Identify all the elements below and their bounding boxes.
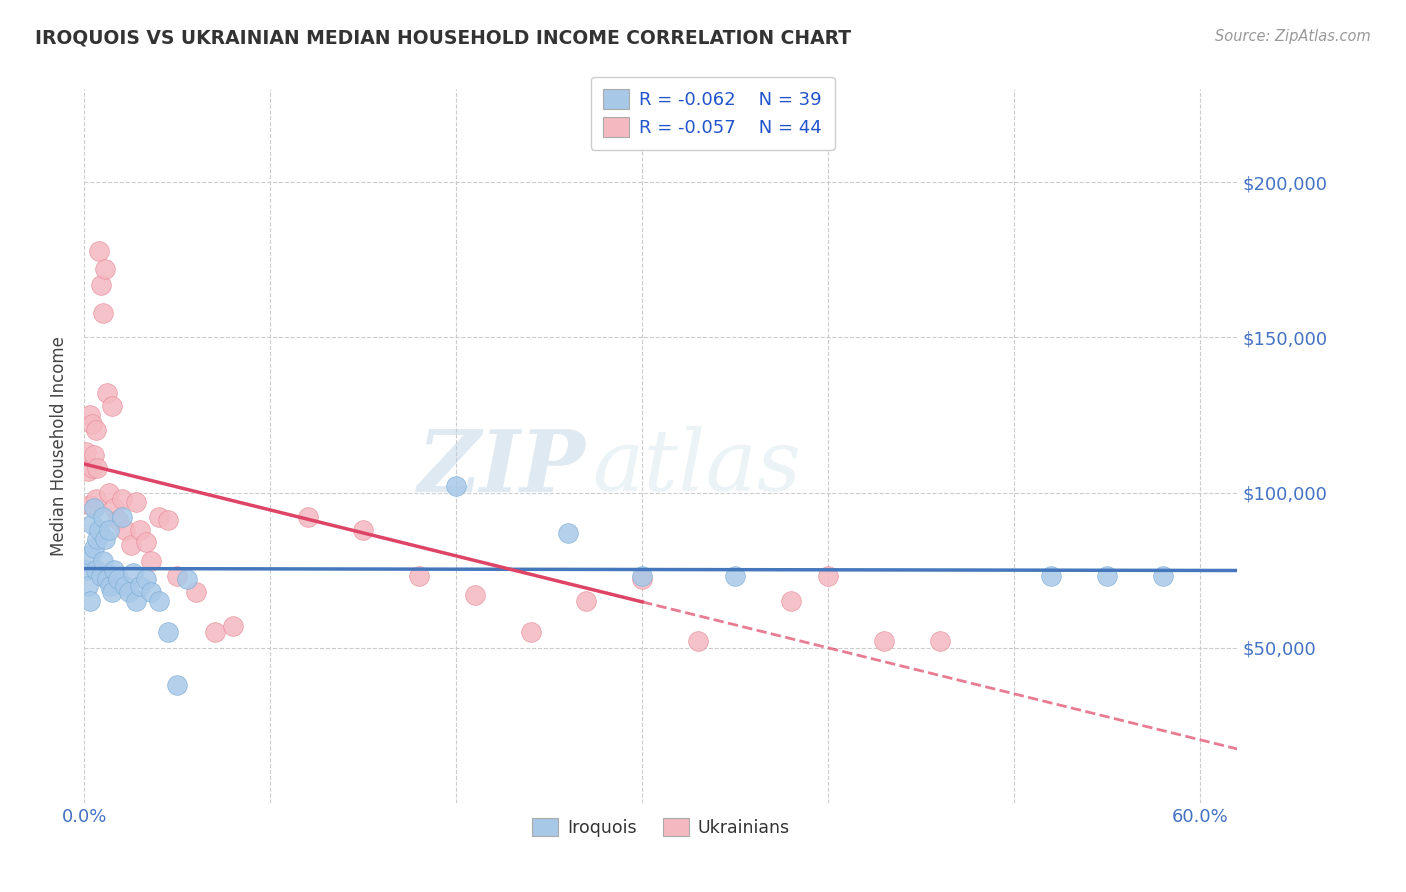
Point <box>148 510 170 524</box>
Point <box>631 569 654 583</box>
Legend: Iroquois, Ukrainians: Iroquois, Ukrainians <box>526 812 796 844</box>
Point <box>176 573 198 587</box>
Point <box>91 305 114 319</box>
Point <box>121 566 143 581</box>
Point <box>557 525 579 540</box>
Point <box>84 424 107 438</box>
Point <box>84 491 107 506</box>
Point <box>103 563 125 577</box>
Point <box>129 523 152 537</box>
Point <box>103 501 125 516</box>
Point <box>89 523 111 537</box>
Text: ZIP: ZIP <box>418 425 586 509</box>
Point <box>83 448 105 462</box>
Point <box>80 460 103 475</box>
Point <box>125 495 148 509</box>
Point <box>184 584 207 599</box>
Point <box>780 594 803 608</box>
Point <box>408 569 430 583</box>
Point <box>110 510 132 524</box>
Point <box>125 594 148 608</box>
Point <box>83 501 105 516</box>
Point <box>83 541 105 556</box>
Point <box>129 579 152 593</box>
Point <box>114 523 136 537</box>
Point <box>89 244 111 258</box>
Point <box>94 262 117 277</box>
Point <box>686 634 709 648</box>
Point <box>79 498 101 512</box>
Point <box>222 619 245 633</box>
Point <box>79 594 101 608</box>
Point <box>86 532 108 546</box>
Point <box>97 523 120 537</box>
Point <box>135 535 157 549</box>
Point <box>80 417 103 432</box>
Point <box>148 594 170 608</box>
Point <box>464 588 486 602</box>
Point <box>90 569 112 583</box>
Point <box>110 491 132 506</box>
Point <box>80 516 103 531</box>
Text: IROQUOIS VS UKRAINIAN MEDIAN HOUSEHOLD INCOME CORRELATION CHART: IROQUOIS VS UKRAINIAN MEDIAN HOUSEHOLD I… <box>35 29 851 47</box>
Point <box>724 569 747 583</box>
Point <box>100 579 122 593</box>
Point <box>101 584 124 599</box>
Point <box>1040 569 1063 583</box>
Point <box>135 573 157 587</box>
Point <box>90 277 112 292</box>
Point <box>96 573 118 587</box>
Point <box>1152 569 1174 583</box>
Point <box>79 408 101 422</box>
Point <box>928 634 950 648</box>
Point <box>157 625 180 640</box>
Point <box>157 513 180 527</box>
Point <box>446 479 468 493</box>
Point <box>77 579 100 593</box>
Text: atlas: atlas <box>592 426 801 508</box>
Point <box>204 625 226 640</box>
Point <box>575 594 598 608</box>
Point <box>873 634 896 648</box>
Point <box>1095 569 1118 583</box>
Point <box>519 625 541 640</box>
Point <box>91 554 114 568</box>
Point <box>297 510 319 524</box>
Point <box>166 569 188 583</box>
Point <box>91 510 114 524</box>
Point <box>352 523 374 537</box>
Point <box>77 464 100 478</box>
Point <box>86 460 108 475</box>
Y-axis label: Median Household Income: Median Household Income <box>49 336 67 556</box>
Point <box>631 573 654 587</box>
Point <box>97 485 120 500</box>
Point <box>94 532 117 546</box>
Point <box>114 579 136 593</box>
Point <box>817 569 839 583</box>
Point <box>141 554 163 568</box>
Point <box>120 538 142 552</box>
Point <box>84 563 107 577</box>
Point <box>166 678 188 692</box>
Point <box>107 513 129 527</box>
Point <box>96 386 118 401</box>
Text: Source: ZipAtlas.com: Source: ZipAtlas.com <box>1215 29 1371 44</box>
Point <box>118 584 141 599</box>
Point <box>101 399 124 413</box>
Point <box>141 584 163 599</box>
Point <box>107 573 129 587</box>
Point <box>75 445 97 459</box>
Point <box>79 548 101 562</box>
Point <box>75 563 97 577</box>
